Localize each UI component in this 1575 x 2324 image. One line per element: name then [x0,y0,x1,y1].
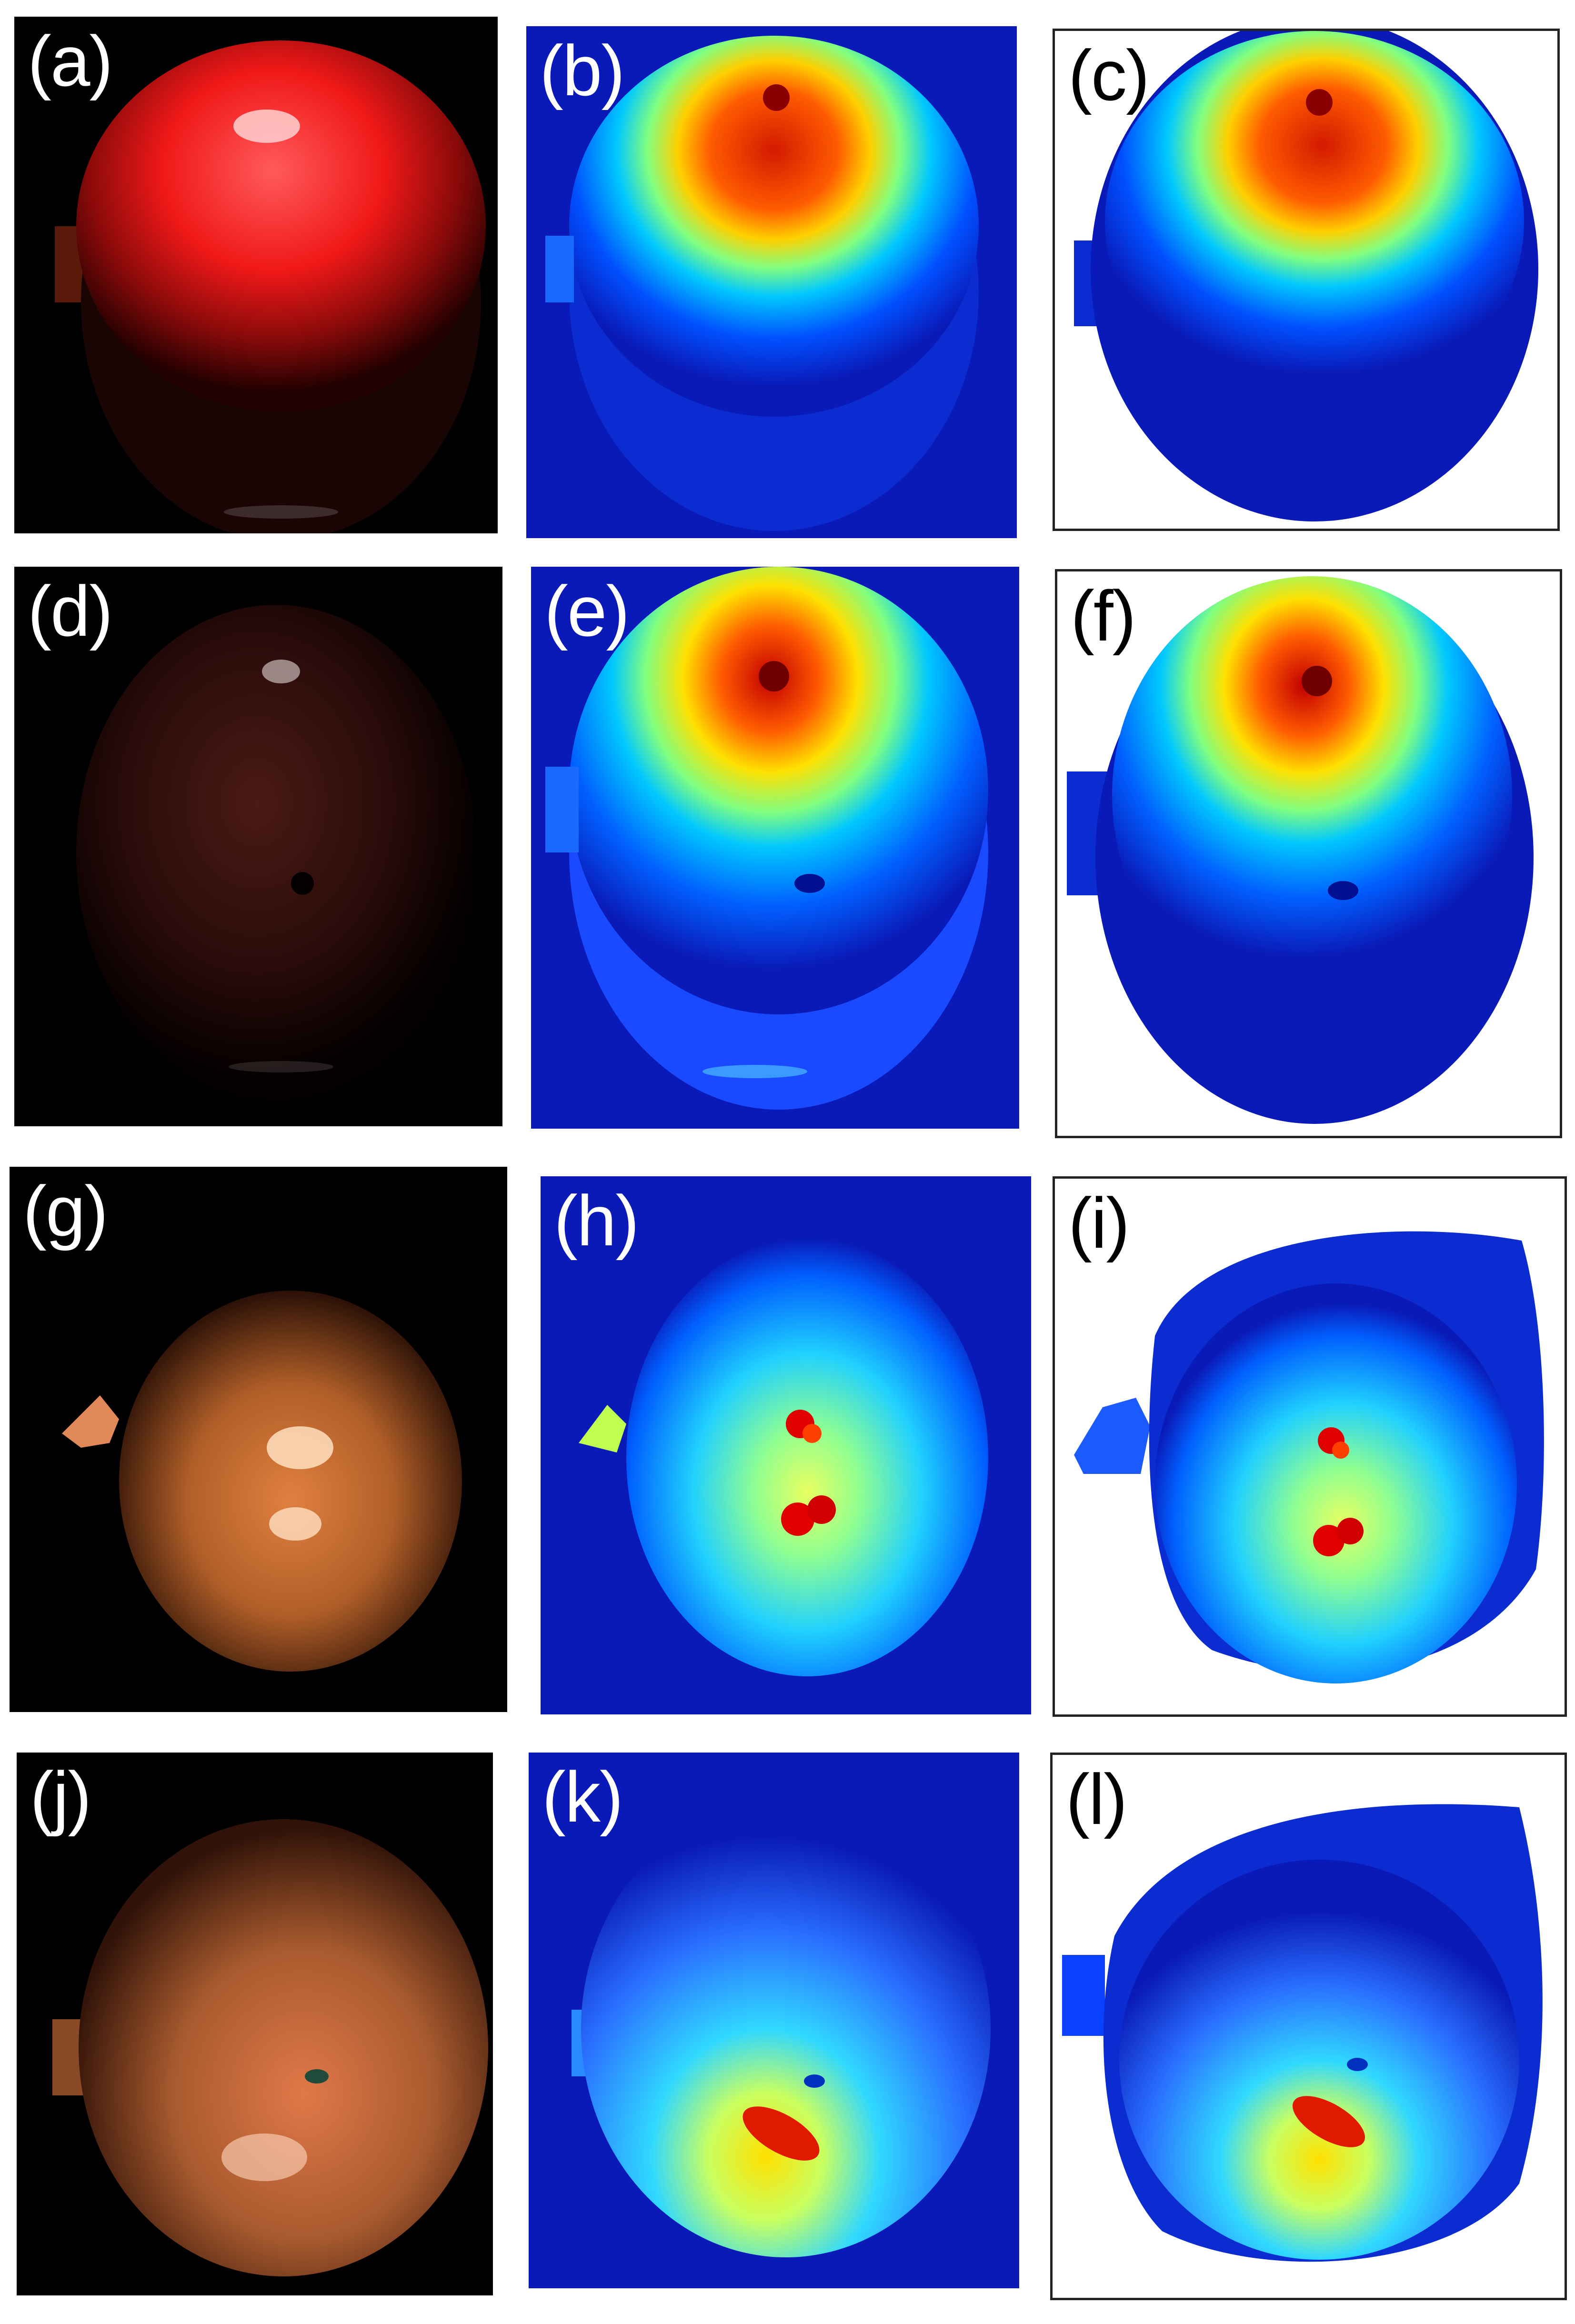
panel-label-i: (i) [1068,1183,1130,1263]
heatmap-k [529,1753,1019,2288]
panel-e-heatmap: (e) [531,567,1019,1129]
panel-label-h: (h) [554,1181,639,1261]
masked-heatmap-l [1053,1755,1565,2298]
panel-i-masked: (i) [1053,1176,1567,1717]
panel-label-j: (j) [30,1757,91,1837]
fruit-photo-a [14,17,498,533]
panel-label-d: (d) [28,571,113,651]
panel-g-photo: (g) [10,1167,507,1712]
panel-a-photo: (a) [14,17,498,533]
panel-h-heatmap: (h) [541,1176,1031,1714]
panel-c-masked: (c) [1053,29,1560,531]
heatmap-h [541,1176,1031,1714]
masked-heatmap-f [1057,571,1560,1136]
panel-label-l: (l) [1066,1759,1127,1839]
panel-j-photo: (j) [17,1753,493,2295]
heatmap-b [526,26,1017,538]
panel-l-masked: (l) [1050,1753,1567,2300]
panel-label-k: (k) [542,1757,623,1837]
heatmap-e [531,567,1019,1129]
panel-f-masked: (f) [1055,569,1562,1138]
masked-heatmap-c [1055,31,1557,529]
fruit-photo-j [17,1753,493,2295]
panel-label-f: (f) [1071,576,1136,656]
fruit-photo-d [14,567,502,1126]
fruit-photo-g [10,1167,507,1712]
panel-k-heatmap: (k) [529,1753,1019,2288]
panel-label-g: (g) [23,1171,108,1251]
panel-b-heatmap: (b) [526,26,1017,538]
panel-label-c: (c) [1068,35,1150,115]
panel-label-b: (b) [540,30,625,110]
panel-d-photo: (d) [14,567,502,1126]
panel-label-e: (e) [544,571,630,651]
panel-label-a: (a) [28,21,113,101]
masked-heatmap-i [1055,1179,1565,1714]
